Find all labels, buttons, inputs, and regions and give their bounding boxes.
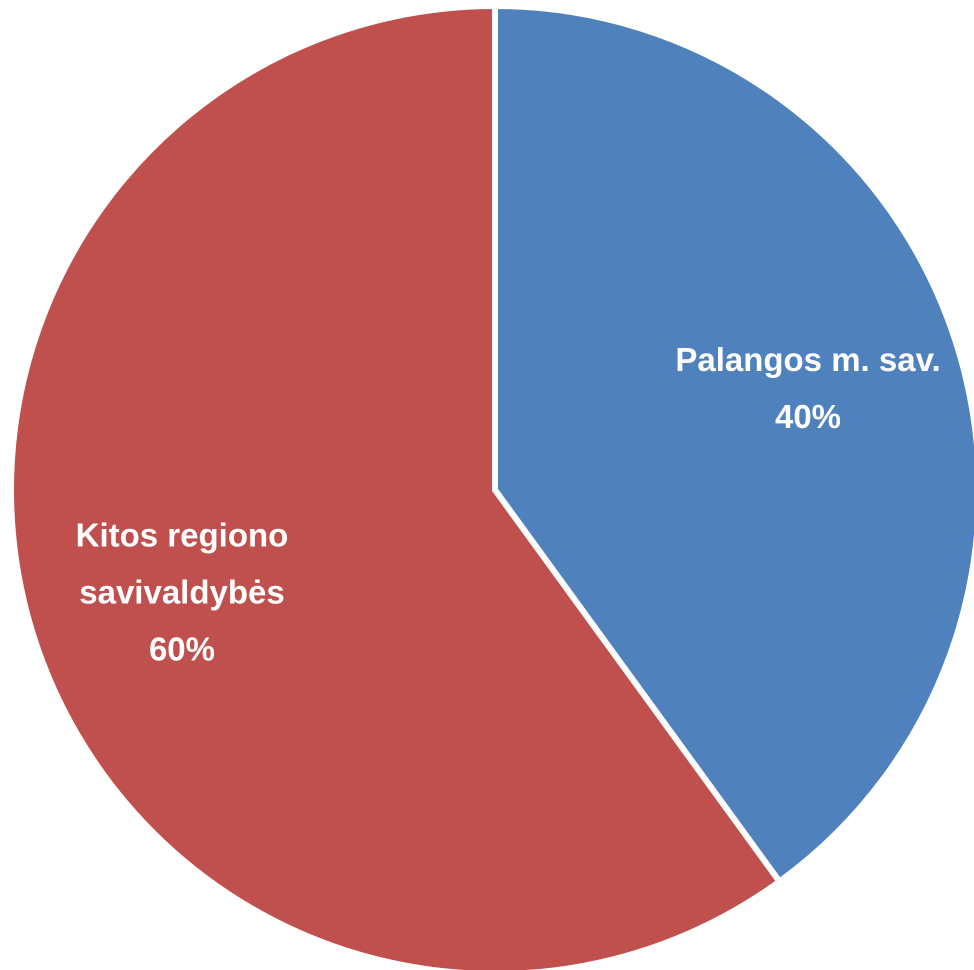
- pie-slice: [8, 3, 783, 970]
- category-label: Kitos regiono savivaldybės: [75, 516, 289, 611]
- pie-slice: [492, 3, 974, 885]
- value-label: 40%: [774, 398, 842, 436]
- value-label: 60%: [148, 630, 216, 668]
- data-label: Palangos m. sav. 40%: [668, 331, 948, 445]
- data-label: Kitos regiono savivaldybės 60%: [42, 506, 322, 677]
- category-label: Palangos m. sav.: [675, 341, 941, 379]
